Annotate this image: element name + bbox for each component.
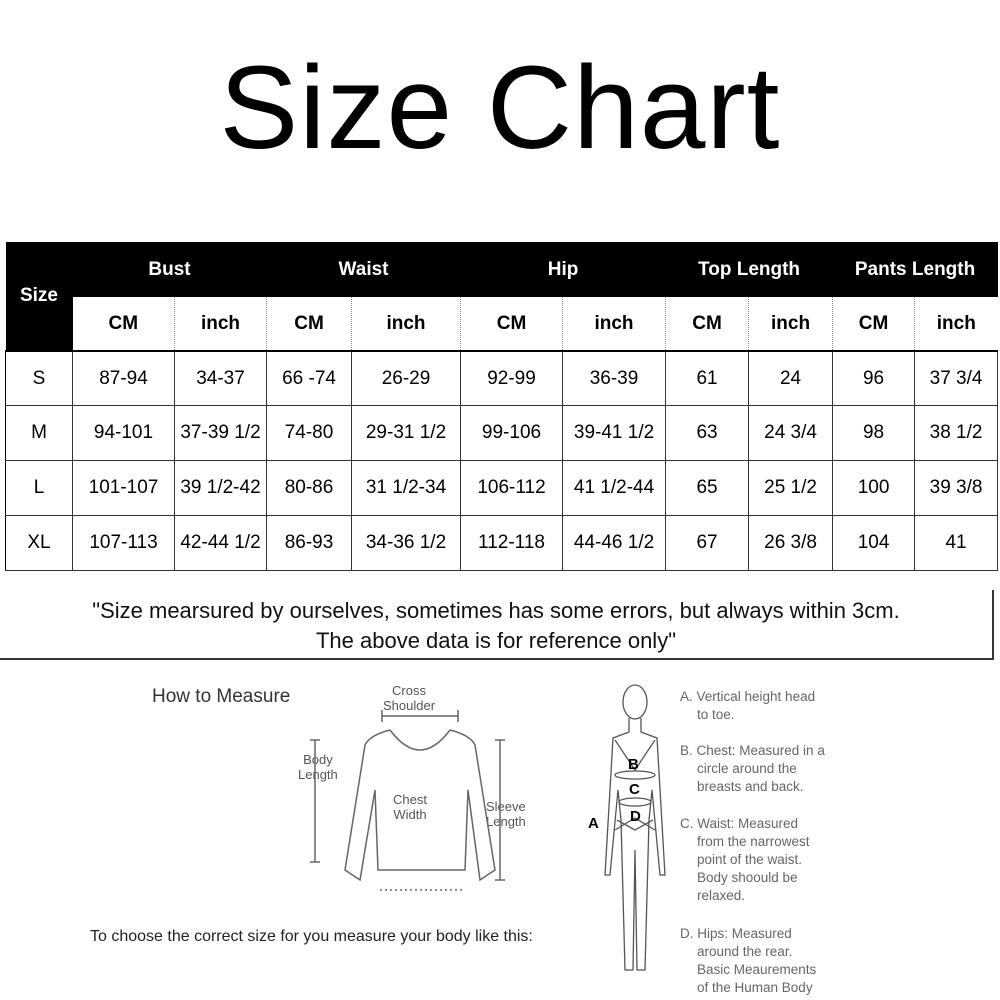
value-cell: 107-113 xyxy=(72,514,175,571)
how-to-measure-heading: How to Measure xyxy=(152,686,291,707)
value-cell: 34-36 1/2 xyxy=(351,514,462,571)
group-header: Waist xyxy=(266,242,461,297)
size-cell: S xyxy=(5,350,73,407)
size-header: Size xyxy=(5,242,73,351)
unit-header: inch xyxy=(562,297,667,351)
unit-header: inch xyxy=(748,297,834,351)
label-c: C xyxy=(629,781,640,798)
table-row: M 94-101 37-39 1/2 74-80 29-31 1/2 99-106 39-4… xyxy=(5,405,999,461)
group-header: Top Length xyxy=(665,242,833,297)
value-cell: 65 xyxy=(665,460,750,516)
value-cell: 37 3/4 xyxy=(914,350,999,407)
value-cell: 98 xyxy=(832,405,916,461)
size-cell: L xyxy=(5,460,73,516)
value-cell: 106-112 xyxy=(460,460,564,516)
sweater-diagram xyxy=(310,710,505,891)
note-line: The above data is for reference only" xyxy=(315,628,676,653)
unit-header: CM xyxy=(460,297,564,351)
group-header: Pants Length xyxy=(832,242,998,297)
value-cell: 26-29 xyxy=(351,350,462,407)
value-cell: 37-39 1/2 xyxy=(173,405,268,461)
body-length-label: Body Length xyxy=(298,752,338,782)
value-cell: 101-107 xyxy=(72,460,175,516)
value-cell: 80-86 xyxy=(266,460,353,516)
value-cell: 38 1/2 xyxy=(914,405,999,461)
value-cell: 26 3/8 xyxy=(748,514,834,571)
value-cell: 41 1/2-44 xyxy=(562,460,667,516)
value-cell: 87-94 xyxy=(72,350,175,407)
group-header: Hip xyxy=(460,242,666,297)
measurement-description: B. Chest: Measured in a circle around the… xyxy=(680,743,825,794)
measurement-description: D. Hips: Measured around the rear. Basic M… xyxy=(680,926,817,995)
measurement-description: C. Waist: Measured from the narrowest poin… xyxy=(680,816,810,903)
value-cell: 66 -74 xyxy=(266,350,353,407)
size-cell: XL xyxy=(5,514,73,571)
measurement-description: A. Vertical height head to toe. xyxy=(680,689,816,722)
label-a: A xyxy=(588,815,599,832)
value-cell: 104 xyxy=(832,514,916,571)
table-row: XL 107-113 42-44 1/2 86-93 34-36 1/2 112-118 4… xyxy=(5,514,999,571)
value-cell: 25 1/2 xyxy=(748,460,834,516)
value-cell: 112-118 xyxy=(460,514,564,571)
value-cell: 24 xyxy=(748,350,834,407)
unit-header: inch xyxy=(351,297,462,351)
value-cell: 86-93 xyxy=(266,514,353,571)
table-row: S 87-94 34-37 66 -74 26-29 92-99 36-39 61 24 96 37… xyxy=(5,350,999,407)
value-cell: 74-80 xyxy=(266,405,353,461)
value-cell: 61 xyxy=(665,350,750,407)
instruction-text: To choose the correct size for you measu… xyxy=(90,928,533,945)
size-cell: M xyxy=(5,405,73,461)
group-header: Bust xyxy=(72,242,267,297)
value-cell: 44-46 1/2 xyxy=(562,514,667,571)
unit-header: inch xyxy=(914,297,998,351)
value-cell: 42-44 1/2 xyxy=(173,514,268,571)
unit-header: CM xyxy=(72,297,175,351)
value-cell: 92-99 xyxy=(460,350,564,407)
value-cell: 100 xyxy=(832,460,916,516)
value-cell: 24 3/4 xyxy=(748,405,834,461)
table-row: L 101-107 39 1/2-42 80-86 31 1/2-34 106-112 41… xyxy=(5,460,999,516)
value-cell: 36-39 xyxy=(562,350,667,407)
label-b: B xyxy=(628,756,639,773)
size-table: Size Bust Waist Hip Top Length Pants Len… xyxy=(5,242,999,571)
body-diagram xyxy=(604,684,666,971)
value-cell: 96 xyxy=(832,350,916,407)
value-cell: 39-41 1/2 xyxy=(562,405,667,461)
page-title: Size Chart xyxy=(219,42,781,174)
value-cell: 34-37 xyxy=(173,350,268,407)
disclaimer-note: "Size mearsured by ourselves, sometimes … xyxy=(0,590,994,660)
cross-shoulder-label: Cross Shoulder xyxy=(383,683,436,713)
value-cell: 39 3/8 xyxy=(914,460,999,516)
value-cell: 67 xyxy=(665,514,750,571)
value-cell: 39 1/2-42 xyxy=(173,460,268,516)
unit-header: CM xyxy=(665,297,750,351)
sleeve-length-label: Sleeve Length xyxy=(486,799,526,829)
note-line: "Size mearsured by ourselves, sometimes … xyxy=(92,598,900,623)
unit-header: CM xyxy=(266,297,353,351)
unit-header: inch xyxy=(174,297,268,351)
value-cell: 29-31 1/2 xyxy=(351,405,462,461)
value-cell: 94-101 xyxy=(72,405,175,461)
value-cell: 31 1/2-34 xyxy=(351,460,462,516)
unit-header: CM xyxy=(832,297,916,351)
label-d: D xyxy=(630,808,641,825)
value-cell: 41 xyxy=(914,514,999,571)
chest-width-label: Chest Width xyxy=(393,792,427,822)
value-cell: 63 xyxy=(665,405,750,461)
value-cell: 99-106 xyxy=(460,405,564,461)
